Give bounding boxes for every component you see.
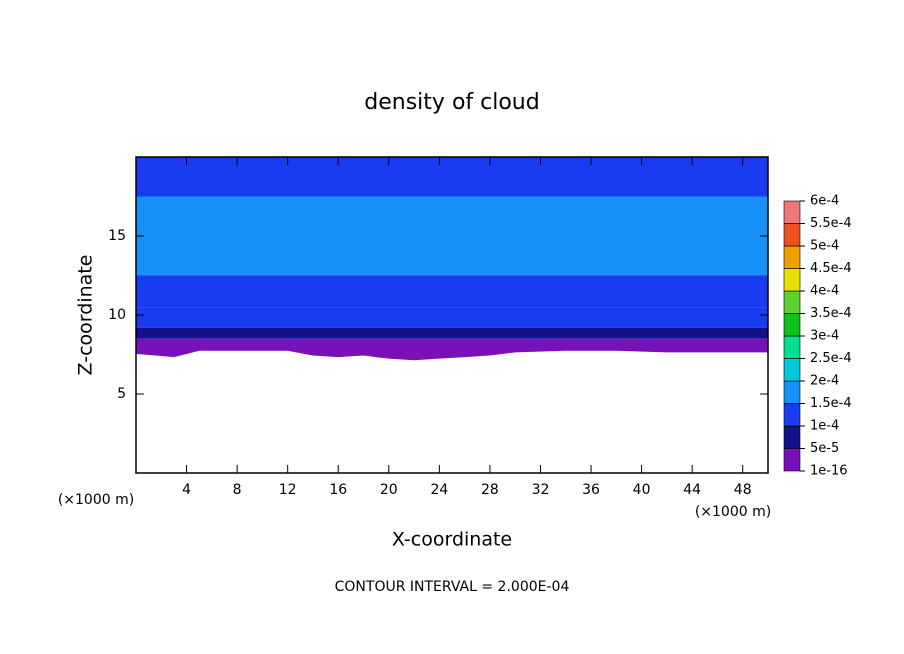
x-tick-label: 24 [430,482,448,498]
colorbar-swatch [783,245,801,269]
x-tick-label: 12 [279,482,297,498]
x-tick-label: 16 [329,482,347,498]
colorbar-label: 1e-4 [810,419,839,434]
colorbar-label: 4e-4 [810,284,839,299]
colorbar-swatch [783,335,801,359]
y-unit: (×1000 m) [58,492,134,508]
colorbar-label: 3.5e-4 [810,306,852,321]
y-axis-label: Z-coordinate [75,255,97,376]
colorbar-swatch [783,223,801,247]
x-axis-label: X-coordinate [392,529,512,551]
contour-band [136,307,768,328]
x-tick-label: 20 [380,482,398,498]
x-tick-label: 48 [734,482,752,498]
contour-band [136,196,768,276]
y-tick-label: 15 [108,228,126,244]
contour-band [136,275,768,308]
x-tick-label: 40 [633,482,651,498]
colorbar-label: 3e-4 [810,329,839,344]
colorbar-swatch [783,200,801,224]
colorbar-swatch [783,403,801,427]
x-tick-label: 44 [683,482,701,498]
footer-note: CONTOUR INTERVAL = 2.000E-04 [335,579,570,595]
colorbar-swatch [783,358,801,382]
colorbar-label: 4.5e-4 [810,261,852,276]
x-tick-label: 32 [532,482,550,498]
colorbar-label: 2.5e-4 [810,351,852,366]
cloud-base [135,348,768,361]
x-tick-label: 28 [481,482,499,498]
colorbar-label: 5e-5 [810,441,839,456]
colorbar-label: 2e-4 [810,374,839,389]
colorbar-label: 6e-4 [810,194,839,209]
x-tick-label: 4 [182,482,191,498]
colorbar-swatch [783,380,801,404]
colorbar-swatch [783,290,801,314]
colorbar-label: 5.5e-4 [810,216,852,231]
x-tick-label: 36 [582,482,600,498]
colorbar-swatch [783,268,801,292]
y-tick-label: 5 [117,386,126,402]
colorbar-swatch [783,313,801,337]
y-tick-label: 10 [108,307,126,323]
colorbar-label: 5e-4 [810,239,839,254]
colorbar-label: 1.5e-4 [810,396,852,411]
colorbar-swatch [783,448,801,472]
chart-title: density of cloud [364,90,539,115]
colorbar-label: 1e-16 [810,464,848,479]
contour-band [136,338,768,360]
contour-band [136,327,768,339]
x-tick-label: 8 [233,482,242,498]
x-unit: (×1000 m) [695,504,771,520]
colorbar-swatch [783,425,801,449]
contour-band [136,157,768,197]
